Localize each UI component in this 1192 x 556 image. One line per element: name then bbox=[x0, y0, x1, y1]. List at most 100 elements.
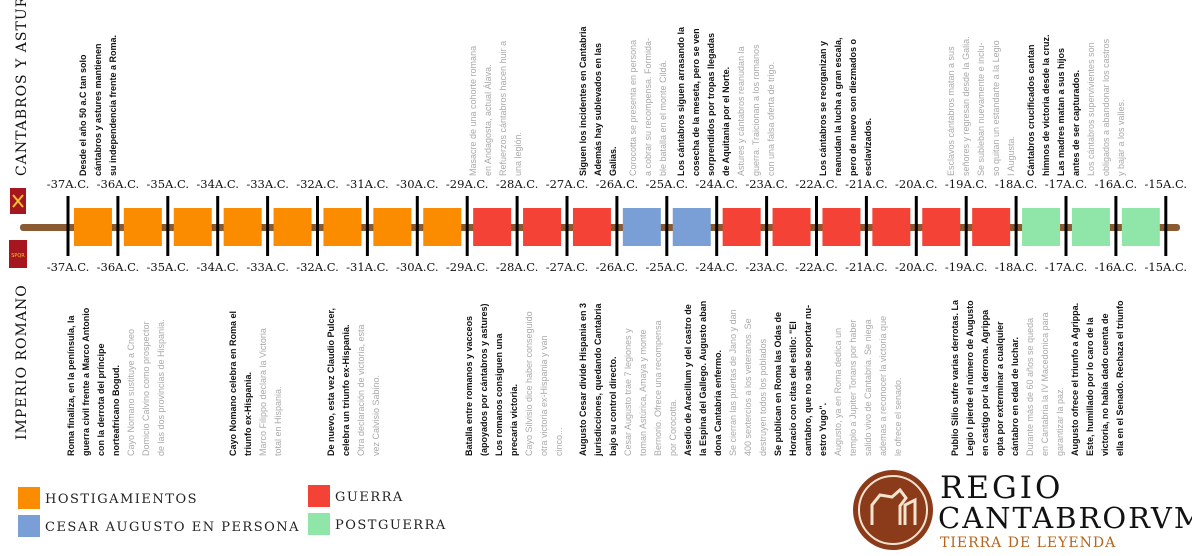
event-text: la Espina del Gallego. Augusto aban bbox=[698, 301, 708, 456]
event-text: ble batalla en el monte Cildá. bbox=[658, 60, 668, 176]
year-label: -24A.C. bbox=[695, 260, 738, 274]
year-label: -26A.C. bbox=[596, 177, 639, 191]
event-text: Refuerzos cántabros hacen huir a bbox=[498, 41, 508, 176]
year-label: -24A.C. bbox=[695, 177, 738, 191]
event-text: esclavizados. bbox=[863, 118, 873, 176]
year-label: -22A.C. bbox=[795, 177, 838, 191]
emblem-mark bbox=[12, 194, 24, 208]
event-text: de Aquitania por el Norte. bbox=[721, 67, 731, 176]
year-label: -35A.C. bbox=[147, 260, 190, 274]
event-text: con una falsa oferta de trigo. bbox=[766, 62, 776, 176]
period-box bbox=[872, 208, 911, 246]
event-text: por Corocotta. bbox=[668, 399, 678, 456]
event-text: guerra civil frente a Marco Antonio bbox=[81, 307, 91, 456]
event-text: cosecha de la meseta, pero se ven bbox=[691, 28, 701, 176]
year-label: -19A.C. bbox=[945, 177, 988, 191]
year-label: -28A.C. bbox=[496, 260, 539, 274]
year-label: -29A.C. bbox=[446, 260, 489, 274]
period-box bbox=[423, 208, 462, 246]
period-box bbox=[223, 208, 262, 246]
event-text: cantabro, que no sabe soportar nu- bbox=[803, 305, 813, 456]
period-box bbox=[772, 208, 811, 246]
event-text: Además hay sublevados en las bbox=[593, 43, 603, 176]
year-label: -17A.C. bbox=[1045, 177, 1088, 191]
year-label: -26A.C. bbox=[596, 260, 639, 274]
event-text: Domicio Calvino como prospector bbox=[141, 321, 151, 456]
year-label: -37A.C. bbox=[47, 177, 90, 191]
year-label: -35A.C. bbox=[147, 177, 190, 191]
event-text: Los cántabros se reorganizan y bbox=[818, 41, 828, 176]
event-text: estro Yugo". bbox=[818, 403, 828, 456]
period-box bbox=[173, 208, 212, 246]
year-label: -31A.C. bbox=[346, 260, 389, 274]
year-label: -23A.C. bbox=[745, 177, 788, 191]
year-label: -17A.C. bbox=[1045, 260, 1088, 274]
event-text: templo a Jupiter Tonans por haber bbox=[848, 320, 858, 456]
year-label: -29A.C. bbox=[446, 177, 489, 191]
event-text: Esclavos cántabros matan a sus bbox=[946, 46, 956, 176]
period-box bbox=[822, 208, 861, 246]
period-box bbox=[1071, 208, 1110, 246]
year-label: -23A.C. bbox=[745, 260, 788, 274]
legend-swatch bbox=[18, 515, 40, 537]
event-text: reanudan la lucha a gran escala, bbox=[833, 37, 843, 176]
side-title: IMPERIO ROMANO bbox=[14, 284, 30, 440]
year-label: -27A.C. bbox=[546, 177, 589, 191]
event-text: otra victoria ex-Hispania y van bbox=[539, 335, 549, 456]
event-text: Galias. bbox=[608, 146, 618, 176]
year-label: -22A.C. bbox=[795, 260, 838, 274]
event-text: total en Hispania. bbox=[273, 386, 283, 456]
event-text: cinco... bbox=[554, 427, 564, 456]
side-title: CANTABROS Y ASTURES bbox=[14, 0, 30, 176]
period-box bbox=[922, 208, 961, 246]
event-text: Cántabros crucificados cantan bbox=[1026, 44, 1036, 176]
period-box bbox=[722, 208, 761, 246]
emblem-text: SPQR bbox=[11, 253, 25, 259]
event-text: Augusto, ya en Roma dedica un bbox=[833, 328, 843, 456]
year-label: -30A.C. bbox=[396, 260, 439, 274]
event-text: destruyen todos los poblados bbox=[758, 338, 768, 456]
year-label: -33A.C. bbox=[246, 260, 289, 274]
event-text: señores y regresan desde la Galia. bbox=[961, 36, 971, 176]
logo-title: REGIO bbox=[940, 470, 1063, 506]
event-text: Asedio de Aracillum y del castro de bbox=[683, 304, 693, 456]
event-text: guerra. Traicionan a los romanos bbox=[751, 44, 761, 176]
event-text: Cayo Nomano sustituye a Cneo bbox=[126, 329, 136, 456]
event-text: Masacre de una cohorte romana bbox=[468, 46, 478, 176]
event-text: Otra declaración de victoria, esta bbox=[356, 324, 366, 456]
event-text: (apoyados por cántabros y astures) bbox=[479, 303, 489, 456]
event-text: obligados a abandonar los castros bbox=[1101, 38, 1111, 176]
logo-title: CANTABRORVM bbox=[938, 501, 1192, 535]
event-text: Siguen los incidentes en Cantabria bbox=[578, 25, 588, 176]
event-text: su independencia frente a Roma. bbox=[108, 35, 118, 176]
event-text: bajo su control directo. bbox=[608, 356, 618, 456]
event-text: Roma finaliza, en la península, la bbox=[66, 314, 76, 456]
year-label: -25A.C. bbox=[646, 177, 689, 191]
logo-figure bbox=[870, 487, 917, 525]
logo-emblem bbox=[853, 470, 933, 550]
year-label: -37A.C. bbox=[47, 260, 90, 274]
year-label: -15A.C. bbox=[1145, 260, 1188, 274]
event-text: Augusto ofrece el triunfo a Agrippa. bbox=[1070, 303, 1080, 456]
event-text: de las dos provincias de Hispania. bbox=[156, 319, 166, 456]
event-text: Publio Silio sufre varias derrotas. La bbox=[950, 299, 960, 456]
period-box bbox=[1121, 208, 1160, 246]
roman-emblem bbox=[9, 240, 27, 268]
event-text: Cayo Silvisio dice haber conseguido bbox=[524, 311, 534, 456]
year-label: -18A.C. bbox=[995, 260, 1038, 274]
period-box bbox=[123, 208, 162, 246]
event-text: Cayo Nomano celebra en Roma el bbox=[228, 311, 238, 456]
legend-label: POSTGUERRA bbox=[335, 518, 447, 533]
event-text: Augusto Cesar divide Hispania en 3 bbox=[578, 303, 588, 456]
event-text: toman Astúrica, Amaya y monte bbox=[638, 329, 648, 456]
event-text: Marco Filippo declara la Victoria bbox=[258, 328, 268, 456]
period-box bbox=[523, 208, 562, 246]
period-box bbox=[73, 208, 112, 246]
period-box bbox=[473, 208, 512, 246]
year-label: -16A.C. bbox=[1095, 260, 1138, 274]
event-text: precaria victoria. bbox=[509, 384, 519, 456]
year-label: -32A.C. bbox=[296, 177, 339, 191]
year-label: -32A.C. bbox=[296, 260, 339, 274]
